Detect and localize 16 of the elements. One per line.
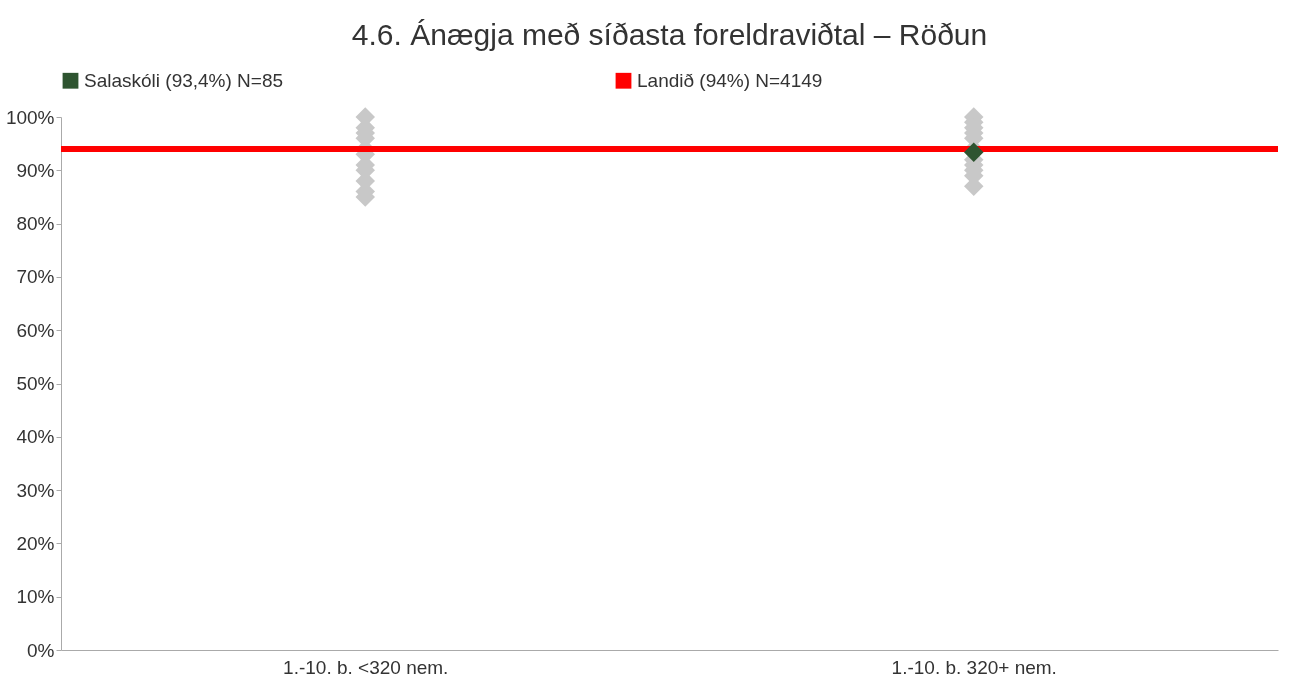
y-tick-label: 60% [16, 319, 55, 341]
y-tick-label: 80% [16, 213, 55, 235]
x-tick-label: 1.-10. b. <320 nem. [283, 656, 449, 678]
chart-title: 4.6. Ánægja með síðasta foreldraviðtal – Röðun [351, 18, 988, 51]
legend-label: Landið (94%) N=4149 [637, 69, 823, 91]
y-tick-label: 70% [16, 266, 55, 288]
y-tick-label: 50% [16, 373, 55, 394]
x-tick-label: 1.-10. b. 320+ nem. [891, 656, 1057, 678]
y-tick-label: 40% [16, 426, 55, 448]
legend-label: Salaskóli (93,4%) N=85 [84, 69, 284, 91]
y-tick-label: 10% [16, 586, 55, 608]
y-tick-label: 90% [16, 159, 55, 181]
y-tick-label: 100% [5, 106, 55, 128]
y-tick-label: 20% [16, 532, 55, 554]
y-tick-label: 0% [27, 639, 55, 661]
y-tick-label: 30% [16, 479, 55, 501]
